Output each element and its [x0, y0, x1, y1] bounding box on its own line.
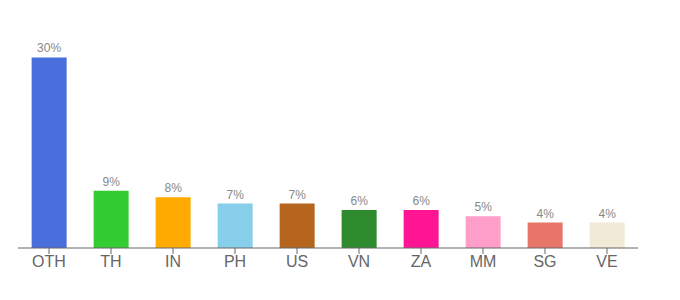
svg-text:30%: 30%: [37, 41, 61, 55]
svg-text:MM: MM: [470, 253, 497, 270]
svg-text:VN: VN: [348, 253, 370, 270]
svg-text:6%: 6%: [412, 194, 430, 208]
svg-text:PH: PH: [224, 253, 246, 270]
svg-text:7%: 7%: [226, 188, 244, 202]
svg-text:ZA: ZA: [411, 253, 432, 270]
svg-text:TH: TH: [100, 253, 121, 270]
svg-text:VE: VE: [596, 253, 617, 270]
svg-text:US: US: [286, 253, 308, 270]
svg-text:SG: SG: [533, 253, 556, 270]
svg-text:7%: 7%: [288, 188, 306, 202]
svg-text:4%: 4%: [536, 207, 554, 221]
svg-text:9%: 9%: [102, 175, 120, 189]
svg-text:4%: 4%: [598, 207, 616, 221]
svg-text:5%: 5%: [474, 200, 492, 214]
svg-text:IN: IN: [165, 253, 181, 270]
svg-text:6%: 6%: [350, 194, 368, 208]
svg-text:8%: 8%: [164, 181, 182, 195]
svg-text:OTH: OTH: [32, 253, 66, 270]
